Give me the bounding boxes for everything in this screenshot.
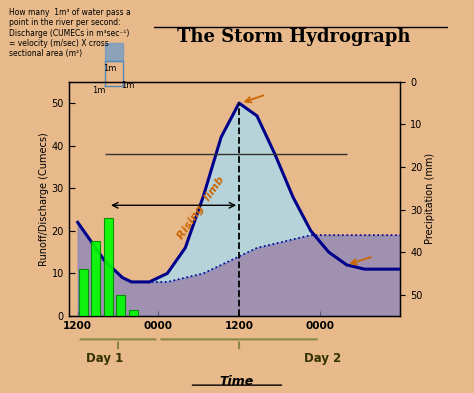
Bar <box>104 218 113 316</box>
Bar <box>79 269 88 316</box>
Text: Day 2: Day 2 <box>304 352 341 365</box>
Text: The Storm Hydrograph: The Storm Hydrograph <box>177 28 410 46</box>
Bar <box>129 310 138 316</box>
Bar <box>116 295 125 316</box>
Text: 1m: 1m <box>92 86 106 95</box>
Polygon shape <box>122 52 131 86</box>
Y-axis label: Runoff/Discharge (Cumecs): Runoff/Discharge (Cumecs) <box>39 132 49 266</box>
Text: Time: Time <box>220 375 254 388</box>
Text: How many  1m³ of water pass a
point in the river per second:
Discharge (CUMECs i: How many 1m³ of water pass a point in th… <box>9 8 131 59</box>
Text: Day 1: Day 1 <box>86 352 123 365</box>
Text: 1m: 1m <box>103 64 117 73</box>
Text: Rising  limb: Rising limb <box>176 175 227 241</box>
Y-axis label: Precipitation (mm): Precipitation (mm) <box>425 153 435 244</box>
Text: 1m: 1m <box>121 81 135 90</box>
Bar <box>91 241 100 316</box>
